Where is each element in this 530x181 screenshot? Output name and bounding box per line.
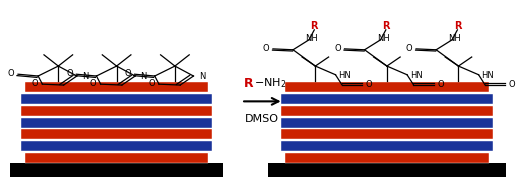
Text: HN: HN (481, 71, 494, 80)
Text: O: O (8, 69, 14, 78)
Bar (21, 118, 212, 128)
Text: $\mathregular{-NH_2}$: $\mathregular{-NH_2}$ (254, 76, 286, 90)
Text: R: R (311, 21, 318, 31)
Text: O: O (263, 44, 269, 53)
Text: O: O (334, 44, 341, 53)
Bar (281, 129, 493, 139)
Text: DMSO: DMSO (245, 114, 279, 125)
Text: N: N (199, 71, 205, 81)
Bar (268, 163, 506, 177)
Text: N: N (140, 71, 147, 81)
Bar (21, 94, 212, 104)
Text: HN: HN (410, 71, 422, 80)
Text: NH: NH (448, 33, 461, 43)
Bar (281, 141, 493, 151)
Bar (21, 106, 212, 116)
Bar (281, 118, 493, 128)
Bar (21, 129, 212, 139)
Text: HN: HN (338, 71, 351, 80)
Bar (21, 141, 212, 151)
Text: O: O (32, 79, 38, 88)
Text: O: O (509, 80, 515, 89)
Text: NH: NH (305, 33, 318, 43)
Bar (285, 82, 489, 92)
Text: O: O (125, 69, 131, 78)
Bar (10, 163, 224, 177)
Text: O: O (406, 44, 412, 53)
Text: R: R (382, 21, 390, 31)
Text: O: O (90, 79, 96, 88)
Text: R: R (244, 77, 254, 90)
Bar (285, 153, 489, 163)
Text: R: R (454, 21, 461, 31)
Text: NH: NH (377, 33, 390, 43)
Text: N: N (82, 71, 89, 81)
Bar (281, 106, 493, 116)
Bar (281, 94, 493, 104)
Text: O: O (148, 79, 155, 88)
Text: O: O (366, 80, 372, 89)
Bar (25, 153, 208, 163)
Text: O: O (66, 69, 73, 78)
Text: O: O (437, 80, 444, 89)
Bar (25, 82, 208, 92)
